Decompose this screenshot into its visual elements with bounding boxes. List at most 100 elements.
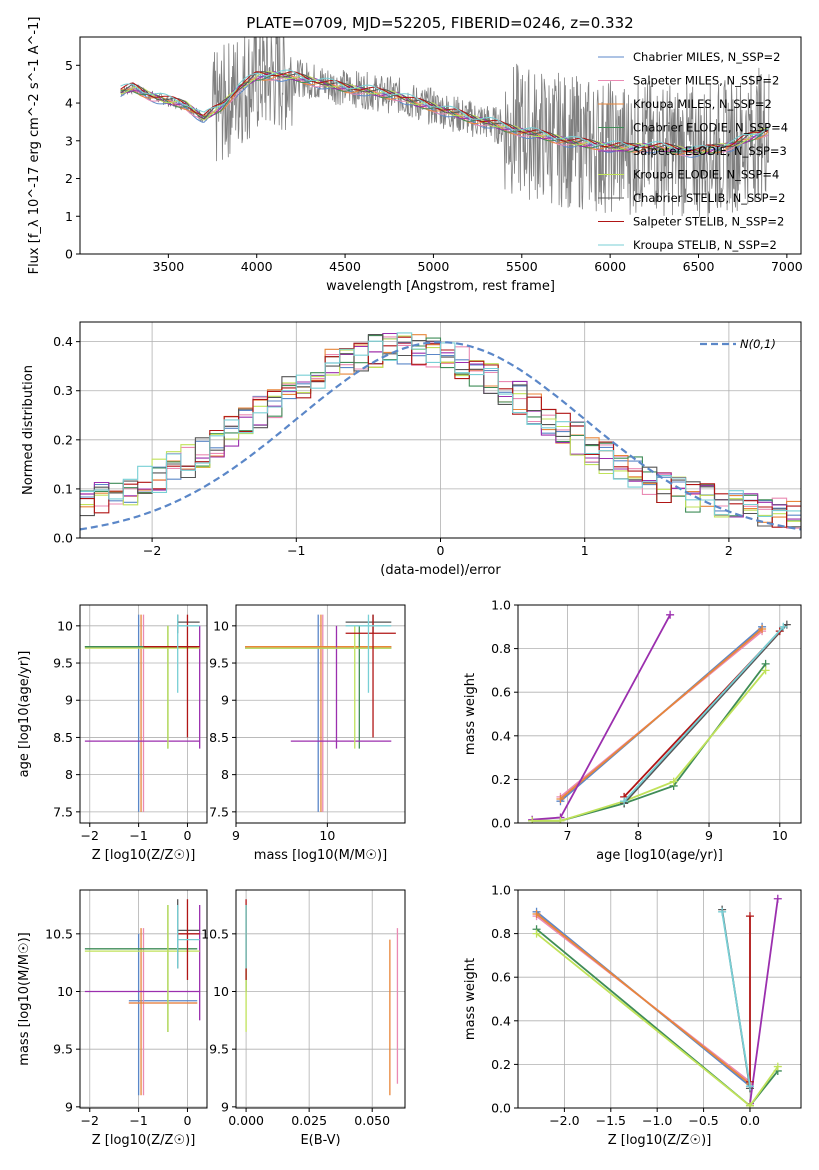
x-tick-label: 4500: [329, 259, 361, 274]
y-tick-label: 9.5: [53, 656, 73, 671]
y-tick-label: 10: [213, 618, 229, 633]
weight-marker: [718, 907, 727, 916]
weight-marker: [532, 909, 541, 918]
y-tick-label: 0.6: [491, 970, 511, 985]
y-tick-label: 5: [65, 58, 73, 73]
weight-marker: [761, 666, 770, 675]
weight-marker: [528, 816, 537, 823]
panel-mass-weight-vs-age: 7 8 9 10 0.0 0.2 0.4 0.6 0.8 1.0 age [log10(age/yr…: [463, 598, 802, 863]
x-tick-label: 10: [319, 828, 335, 843]
y-tick-label: 0: [65, 247, 73, 262]
weight-series: [536, 913, 751, 1085]
x-tick-label: 5500: [506, 259, 538, 274]
axes-frame: [79, 889, 208, 1109]
axes-frame: [235, 604, 406, 824]
weight-marker: [745, 1082, 754, 1091]
y-tick-label: 10: [213, 984, 229, 999]
y-tick-label: 1.0: [491, 883, 511, 898]
y-tick-label: 0.4: [491, 1013, 511, 1028]
weight-series: [532, 614, 671, 821]
y-tick-label: 2: [65, 171, 73, 186]
y-tick-label: 9.5: [209, 1042, 229, 1057]
y-tick-label: 10.5: [201, 926, 229, 941]
legend-label: Chabrier ELODIE, N_SSP=4: [633, 121, 788, 135]
y-tick-label: 0.2: [491, 1057, 511, 1072]
y-tick-label: 0.2: [53, 432, 73, 447]
legend-label: Salpeter STELIB, N_SSP=2: [633, 215, 784, 229]
plot-area: [120, 37, 770, 218]
weight-marker: [773, 894, 782, 903]
axes-frame: [79, 604, 208, 824]
plot-area: [80, 890, 207, 1108]
x-tick-label: 7000: [771, 259, 803, 274]
y-tick-label: 9: [65, 1099, 73, 1114]
x-axis-label: wavelength [Angstrom, rest frame]: [326, 279, 555, 294]
y-tick-label: 1.0: [491, 598, 511, 613]
y-axis-label: mass [log10(M/M☉)]: [17, 932, 32, 1065]
axes-frame: [517, 604, 802, 824]
y-tick-label: 3: [65, 133, 73, 148]
histogram-series: [80, 332, 801, 517]
legend-label: N(0,1): [740, 337, 776, 351]
y-tick-label: 9.5: [53, 1042, 73, 1057]
y-tick-label: 0.0: [53, 531, 73, 546]
x-tick-label: −2.0: [549, 1113, 579, 1128]
x-tick-label: −1: [129, 1113, 147, 1128]
panel-mass-weight-vs-Z: −2.0 −1.5 −1.0 −0.5 0.0 0.0 0.2 0.4 0.6 0.8 1.0 Z […: [463, 883, 802, 1148]
x-axis-label: (data-model)/error: [380, 563, 501, 578]
weight-marker: [556, 816, 565, 823]
plot-area: [236, 605, 405, 823]
y-tick-label: 0.3: [53, 383, 73, 398]
y-tick-label: 7.5: [53, 804, 73, 819]
x-tick-label: 3500: [152, 259, 184, 274]
weight-marker: [779, 622, 788, 631]
plot-area: [80, 322, 801, 538]
weight-marker: [758, 624, 767, 633]
weight-marker: [620, 797, 629, 806]
x-tick-label: 0.000: [228, 1113, 264, 1128]
y-tick-label: 0.6: [491, 685, 511, 700]
weight-series: [623, 623, 788, 805]
y-tick-label: 10: [57, 618, 73, 633]
weight-series: [559, 628, 763, 800]
x-tick-label: 7: [564, 828, 572, 843]
y-tick-label: 0.1: [53, 481, 73, 496]
y-tick-label: 0.0: [491, 1101, 511, 1116]
y-tick-label: 9: [221, 1099, 229, 1114]
y-tick-label: 1: [65, 209, 73, 224]
x-tick-label: 6500: [683, 259, 715, 274]
x-axis-label: Z [log10(Z/Z☉)]: [92, 1133, 196, 1148]
panel-spectrum: 3500 4000 4500 5000 5500 6000 6500 7000 0 1 2 3 4 5 wa…: [27, 17, 803, 294]
y-tick-label: 8: [221, 767, 229, 782]
panel-age-vs-Z: −2 −1 0 7.5 8 8.5 9 9.5 10 Z [log10(Z/Z☉)] age [lo…: [17, 604, 208, 863]
x-tick-label: 10: [772, 828, 788, 843]
weight-marker: [745, 1101, 754, 1108]
x-tick-label: −2: [81, 1113, 99, 1128]
weight-marker: [666, 610, 675, 619]
x-axis-label: mass [log10(M/M☉)]: [254, 848, 387, 863]
legend-label: Kroupa STELIB, N_SSP=2: [633, 238, 777, 252]
x-tick-label: −2: [143, 543, 161, 558]
y-tick-label: 10: [57, 984, 73, 999]
x-tick-label: 1: [581, 543, 589, 558]
plot-area: [80, 605, 207, 823]
legend-label: Chabrier STELIB, N_SSP=2: [633, 191, 785, 205]
x-tick-label: 0.050: [354, 1113, 390, 1128]
legend-label: Salpeter MILES, N_SSP=2: [633, 74, 779, 88]
panel-age-vs-mass: 9 10 7.5 8 8.5 9 9.5 10 mass [log10(M/M☉)]: [209, 604, 406, 863]
legend-label: Kroupa MILES, N_SSP=2: [633, 97, 772, 111]
y-tick-label: 0.4: [53, 334, 73, 349]
y-tick-label: 10.5: [45, 926, 73, 941]
y-axis-label: mass weight: [463, 673, 478, 755]
x-tick-label: −1.5: [596, 1113, 626, 1128]
x-tick-label: 0.025: [291, 1113, 327, 1128]
x-tick-label: −1: [287, 543, 305, 558]
x-tick-label: −2: [81, 828, 99, 843]
plot-area: [518, 890, 801, 1108]
legend-label: Chabrier MILES, N_SSP=2: [633, 50, 780, 64]
data-spectrum: [120, 37, 770, 218]
x-tick-label: 2: [725, 543, 733, 558]
x-tick-label: −1.0: [642, 1113, 672, 1128]
x-tick-label: 0: [437, 543, 445, 558]
